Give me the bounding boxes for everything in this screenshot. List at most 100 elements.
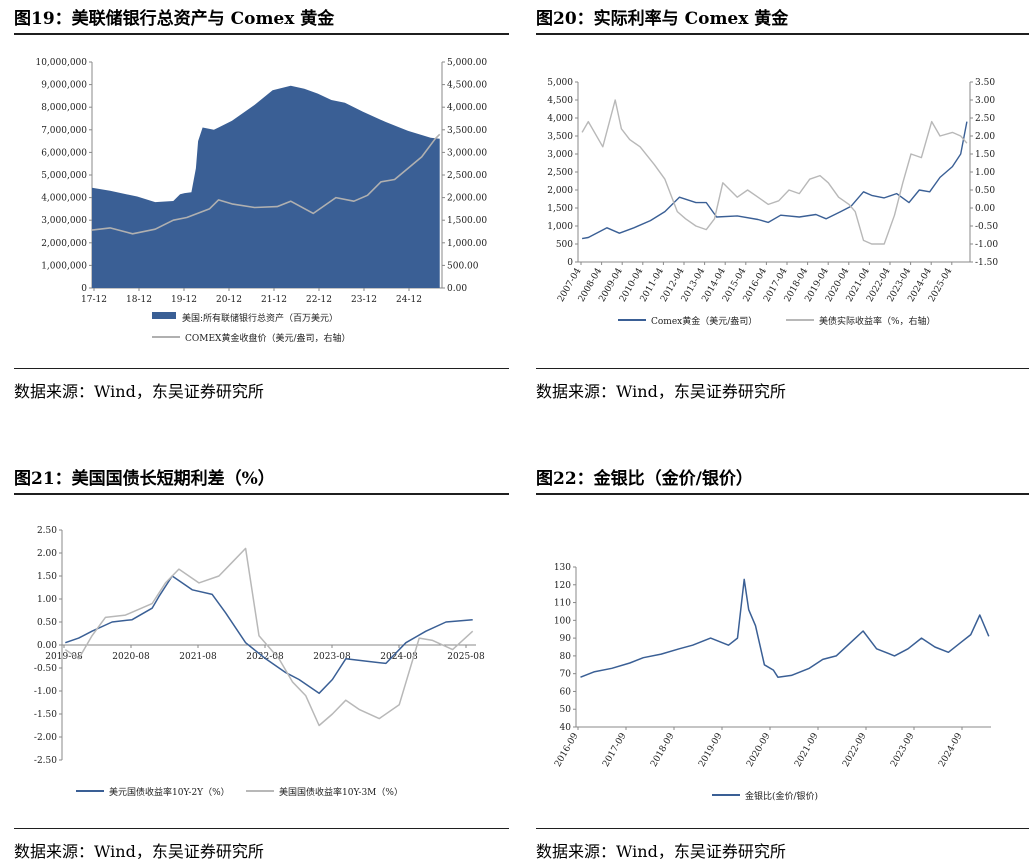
source-divider [14,828,509,829]
y-right-tick-label: 1,500.00 [447,216,487,226]
source-divider [536,828,1029,829]
source-note: 数据来源：Wind，东吴证券研究所 [14,382,264,401]
legend-label: 美国国债收益率10Y-3M（%） [279,786,403,798]
x-tick-label: 2022-09 [841,731,868,769]
y-right-tick-label: -0.50 [975,222,998,232]
panel-real-rate: 图20：实际利率与 Comex 黄金 5,000 4,500 4,000 3,500 3… [536,0,1029,410]
x-tick-label: 22-12 [306,295,332,305]
y-right-tick-label: 500.00 [447,261,479,271]
y-tick-label: 3,000,000 [41,216,87,226]
y-tick-label: 4,500 [547,96,573,106]
y-tick-label: 40 [560,723,572,733]
x-tick-label: 2021-08 [179,652,217,662]
y-tick-label: 130 [554,563,571,573]
x-tick-label: 21-12 [261,295,287,305]
series-line-1 [64,547,474,727]
y-tick-label: 1,000 [547,222,573,232]
series-line-1 [91,133,441,235]
y-tick-label: 7,000,000 [41,126,87,136]
title-divider [14,33,509,35]
y-tick-label: -0.50 [34,664,57,674]
y-tick-label: 50 [560,705,572,715]
panel-yield-spread: 图21：美国国债长短期利差（%） 2.50 2.00 1.50 1.00 0.50 0.0… [14,460,509,861]
y-right-tick-label: -1.50 [975,258,998,268]
y-tick-label: 80 [560,652,572,662]
y-tick-label: 3,500 [547,132,573,142]
y-tick-label: 2.00 [37,549,57,559]
source-note: 数据来源：Wind，东吴证券研究所 [536,842,786,861]
y-right-tick-label: 1,000.00 [447,239,487,249]
x-tick-label: 2023-08 [313,652,351,662]
x-tick-label: 2019-09 [697,731,724,769]
y-tick-label: 3,000 [547,150,573,160]
y-tick-label: 0.50 [37,618,57,628]
y-tick-label: 2,500 [547,168,573,178]
y-tick-label: -1.50 [34,710,57,720]
y-tick-label: 2,000 [547,186,573,196]
y-right-tick-label: 0.00 [975,204,995,214]
panel-gold-silver-ratio: 图22：金银比（金价/银价） 130 120 110 100 90 80 70 60 50 40 2… [536,460,1029,861]
panel-title: 图20：实际利率与 Comex 黄金 [536,9,789,29]
x-tick-label: 2020-08 [112,652,150,662]
y-right-tick-label: 3,000.00 [447,148,487,158]
title-divider [536,493,1029,495]
source-note: 数据来源：Wind，东吴证券研究所 [536,382,786,401]
series-line-1 [581,99,968,245]
y-tick-label: 0 [567,258,573,268]
x-tick-label: 2022-08 [246,652,284,662]
x-tick-label: 2017-09 [601,731,628,769]
y-tick-label: 60 [560,687,572,697]
y-tick-label: 0 [81,284,87,294]
y-tick-label: 1,000,000 [41,261,87,271]
y-right-tick-label: 4,000.00 [447,103,487,113]
x-tick-label: 2020-09 [745,731,772,769]
x-tick-label: 2021-09 [793,731,820,769]
source-divider [14,368,509,369]
y-tick-label: 4,000 [547,114,573,124]
x-tick-label: 18-12 [126,295,152,305]
x-tick-label: 20-12 [216,295,242,305]
series-line-0 [580,578,990,678]
y-right-tick-label: 3.50 [975,78,995,88]
y-right-tick-label: 2.50 [975,114,995,124]
title-divider [14,493,509,495]
x-tick-label: 2024-09 [937,731,964,769]
y-tick-label: 120 [554,581,571,591]
source-note: 数据来源：Wind，东吴证券研究所 [14,842,264,861]
legend-label: 美元国债收益率10Y-2Y（%） [109,786,230,798]
y-right-tick-label: 5,000.00 [447,58,487,68]
y-tick-label: 0.00 [37,641,57,651]
y-tick-label: 5,000,000 [41,171,87,181]
chart-real-rate-vs-gold: 5,000 4,500 4,000 3,500 3,000 2,500 2,000 1,500… [547,78,998,327]
x-tick-label: 2019-08 [45,652,83,662]
legend-label: 金银比(金价/银价) [745,790,818,802]
x-tick-label: 19-12 [171,295,197,305]
y-right-tick-label: 3,500.00 [447,126,487,136]
y-right-tick-label: 0.00 [447,284,467,294]
y-tick-label: 100 [554,616,571,626]
x-tick-label: 2023-09 [889,731,916,769]
chart-yield-spread: 2.50 2.00 1.50 1.00 0.50 0.00 -0.50 -1.00 -1.50 -… [34,526,485,798]
legend-label: Comex黄金（美元/盎司） [651,315,757,327]
y-tick-label: 1,500 [547,204,573,214]
y-right-tick-label: 4,500.00 [447,81,487,91]
series-area-fed-assets [92,85,440,288]
y-tick-label: 1.00 [37,595,57,605]
y-tick-label: 6,000,000 [41,148,87,158]
y-tick-label: -2.50 [34,756,57,766]
y-tick-label: 2.50 [37,526,57,536]
legend-label: 美债实际收益率（%，右轴） [819,315,936,327]
series-line-0 [65,575,473,695]
panel-title: 图21：美国国债长短期利差（%） [14,469,275,489]
y-right-tick-label: -1.00 [975,240,998,250]
y-right-tick-label: 2.00 [975,132,995,142]
x-tick-label: 24-12 [396,295,422,305]
series-line-0 [581,121,968,240]
y-tick-label: -2.00 [34,733,57,743]
y-right-tick-label: 0.50 [975,186,995,196]
y-tick-label: -1.00 [34,687,57,697]
x-tick-label: 23-12 [351,295,377,305]
legend-label: COMEX黄金收盘价（美元/盎司，右轴） [185,332,351,344]
legend-swatch [152,312,176,319]
